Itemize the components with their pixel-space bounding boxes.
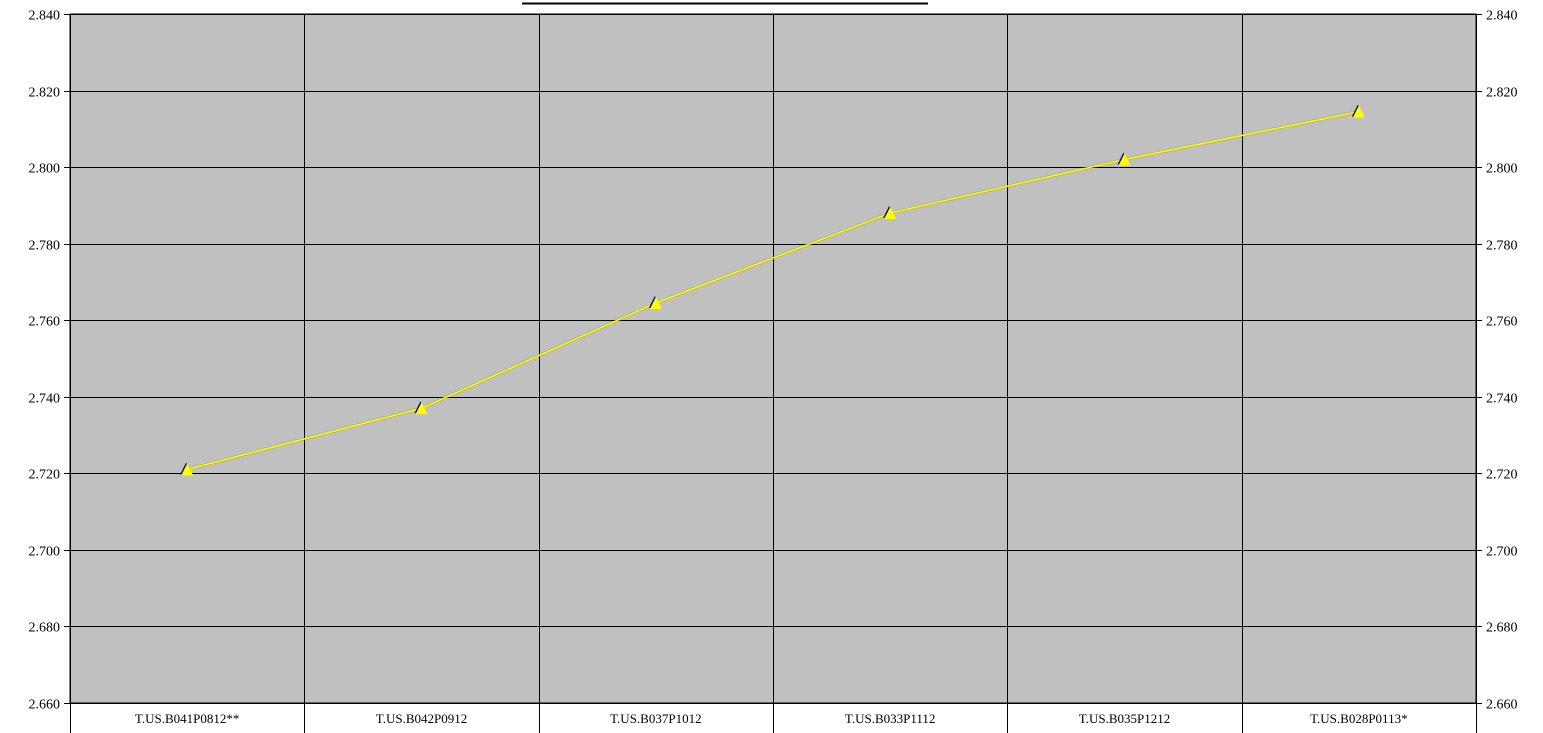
right-tick-label: 2.840 (1486, 9, 1518, 24)
category-label: T.US.B041P0812** (135, 711, 240, 726)
left-tick-label: 2.800 (29, 162, 61, 177)
left-tick-label: 2.780 (29, 239, 61, 254)
right-tick-label: 2.660 (1486, 698, 1518, 713)
category-label: T.US.B037P1012 (610, 711, 702, 726)
category-labels: T.US.B041P0812** T.US.B042P0912 T.US.B037P… (135, 711, 1408, 726)
right-tick-label: 2.800 (1486, 162, 1518, 177)
left-tick-label: 2.700 (29, 545, 61, 560)
data-point-marker (649, 296, 662, 309)
category-label: T.US.B033P1112 (845, 711, 936, 726)
left-tick-label: 2.680 (29, 621, 61, 636)
left-tick-label: 2.660 (29, 698, 61, 713)
right-tick-label: 2.680 (1486, 621, 1518, 636)
data-point-marker (181, 463, 194, 476)
data-point-marker (1118, 153, 1131, 166)
category-label: T.US.B035P1212 (1079, 711, 1171, 726)
right-tick-label: 2.760 (1486, 315, 1518, 330)
right-tick-label: 2.720 (1486, 468, 1518, 483)
data-point-marker (1352, 105, 1365, 118)
right-tick-label: 2.740 (1486, 392, 1518, 407)
category-label: T.US.B028P0113* (1310, 711, 1408, 726)
series-line-group (180, 104, 1365, 476)
right-tick-label: 2.780 (1486, 239, 1518, 254)
right-tick-label: 2.700 (1486, 545, 1518, 560)
category-label: T.US.B042P0912 (376, 711, 468, 726)
data-point-marker (415, 402, 428, 415)
left-tick-label: 2.740 (29, 392, 61, 407)
left-axis-tick-labels: 2.660 2.680 2.700 2.720 2.740 2.760 2.780 2.800… (29, 9, 61, 713)
left-tick-label: 2.820 (29, 86, 61, 101)
left-tick-label: 2.760 (29, 315, 61, 330)
data-point-marker (884, 207, 897, 220)
axes (64, 14, 1482, 704)
left-tick-label: 2.840 (29, 9, 61, 24)
left-tick-label: 2.720 (29, 468, 61, 483)
right-tick-label: 2.820 (1486, 86, 1518, 101)
right-axis-tick-labels: 2.660 2.680 2.700 2.720 2.740 2.760 2.780 2.800… (1486, 9, 1518, 713)
series-line (186, 110, 1359, 471)
